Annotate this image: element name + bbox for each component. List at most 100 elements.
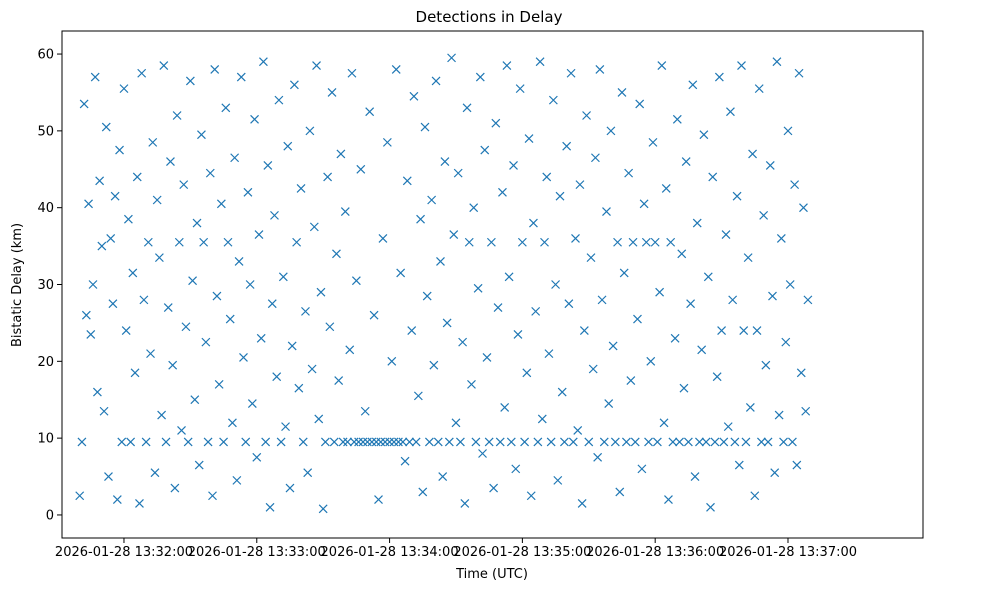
x-tick-label-2: 2026-01-28 13:34:00 [321, 545, 459, 560]
data-point-322 [787, 437, 797, 447]
data-point-307 [754, 84, 764, 94]
data-point-304 [748, 149, 757, 159]
data-point-216 [553, 475, 563, 485]
data-point-318 [779, 437, 788, 447]
data-point-121 [343, 437, 352, 447]
data-point-39 [161, 437, 171, 447]
data-point-96 [287, 341, 297, 351]
data-point-198 [513, 330, 523, 339]
data-point-328 [801, 406, 811, 416]
data-point-268 [668, 437, 678, 447]
data-point-245 [617, 88, 627, 97]
data-point-310 [761, 360, 771, 370]
data-point-316 [774, 410, 784, 420]
chart-title: Detections in Delay [416, 8, 563, 26]
data-point-44 [172, 111, 182, 120]
data-point-25 [130, 368, 140, 378]
data-point-160 [429, 360, 439, 370]
data-point-219 [560, 437, 569, 447]
data-point-0 [75, 491, 85, 501]
data-point-246 [619, 268, 629, 278]
x-tick-label-4: 2026-01-28 13:36:00 [586, 545, 724, 560]
data-point-77 [245, 280, 255, 289]
data-point-15 [108, 299, 118, 309]
data-point-296 [730, 437, 740, 447]
data-point-168 [447, 53, 456, 63]
data-point-164 [438, 472, 448, 481]
data-point-112 [323, 172, 333, 182]
data-point-144 [394, 437, 403, 447]
data-point-120 [340, 207, 350, 216]
data-point-12 [101, 122, 111, 132]
data-point-105 [307, 364, 317, 374]
y-tick-label-1: 10 [37, 432, 54, 447]
data-point-11 [99, 406, 109, 416]
data-point-184 [482, 353, 492, 362]
data-point-283 [701, 437, 711, 447]
data-point-324 [792, 460, 802, 470]
data-point-5 [86, 330, 96, 339]
data-point-72 [234, 257, 244, 266]
data-point-74 [239, 353, 248, 362]
data-point-253 [635, 99, 645, 109]
data-point-209 [537, 414, 547, 424]
data-point-210 [540, 237, 549, 247]
data-point-277 [688, 80, 698, 90]
data-point-276 [686, 299, 696, 309]
data-point-33 [148, 137, 158, 147]
data-point-150 [407, 326, 417, 336]
data-point-148 [402, 176, 412, 186]
data-point-273 [679, 383, 689, 393]
data-point-294 [726, 107, 735, 117]
data-point-212 [544, 349, 554, 359]
data-point-21 [121, 326, 131, 336]
data-point-90 [274, 95, 284, 105]
data-point-317 [776, 233, 786, 243]
data-point-190 [495, 437, 505, 447]
data-point-203 [524, 134, 534, 143]
data-point-189 [493, 303, 503, 312]
y-tick-label-0: 0 [46, 508, 54, 523]
data-point-85 [263, 161, 273, 170]
data-point-152 [411, 437, 421, 447]
x-tick-label-3: 2026-01-28 13:35:00 [453, 545, 591, 560]
data-point-137 [378, 233, 388, 243]
data-point-183 [480, 145, 490, 155]
data-point-65 [219, 437, 229, 447]
data-point-282 [699, 130, 709, 140]
data-point-141 [387, 356, 397, 366]
data-point-243 [613, 237, 622, 247]
data-point-156 [420, 122, 430, 132]
data-point-214 [548, 95, 558, 105]
data-point-224 [571, 233, 580, 243]
data-point-17 [112, 495, 122, 505]
data-point-19 [117, 437, 127, 447]
data-point-113 [325, 322, 335, 332]
data-point-117 [334, 376, 344, 385]
data-point-286 [708, 172, 718, 182]
data-point-311 [763, 437, 773, 447]
data-point-130 [363, 437, 372, 447]
data-point-36 [154, 253, 164, 263]
data-point-221 [564, 299, 574, 309]
data-point-262 [655, 287, 665, 297]
data-point-166 [442, 318, 452, 328]
data-point-76 [243, 187, 253, 197]
data-point-75 [241, 437, 251, 447]
data-point-274 [681, 157, 691, 167]
data-point-83 [258, 57, 268, 67]
data-point-48 [181, 322, 191, 332]
data-point-297 [732, 191, 742, 201]
data-point-264 [659, 418, 669, 428]
data-point-242 [610, 437, 620, 447]
data-point-240 [606, 126, 616, 136]
data-point-26 [132, 172, 142, 182]
data-point-45 [174, 237, 184, 247]
data-point-254 [637, 464, 647, 474]
data-point-146 [398, 437, 408, 447]
data-point-236 [597, 295, 607, 305]
data-point-102 [301, 306, 310, 316]
data-point-128 [358, 437, 368, 447]
